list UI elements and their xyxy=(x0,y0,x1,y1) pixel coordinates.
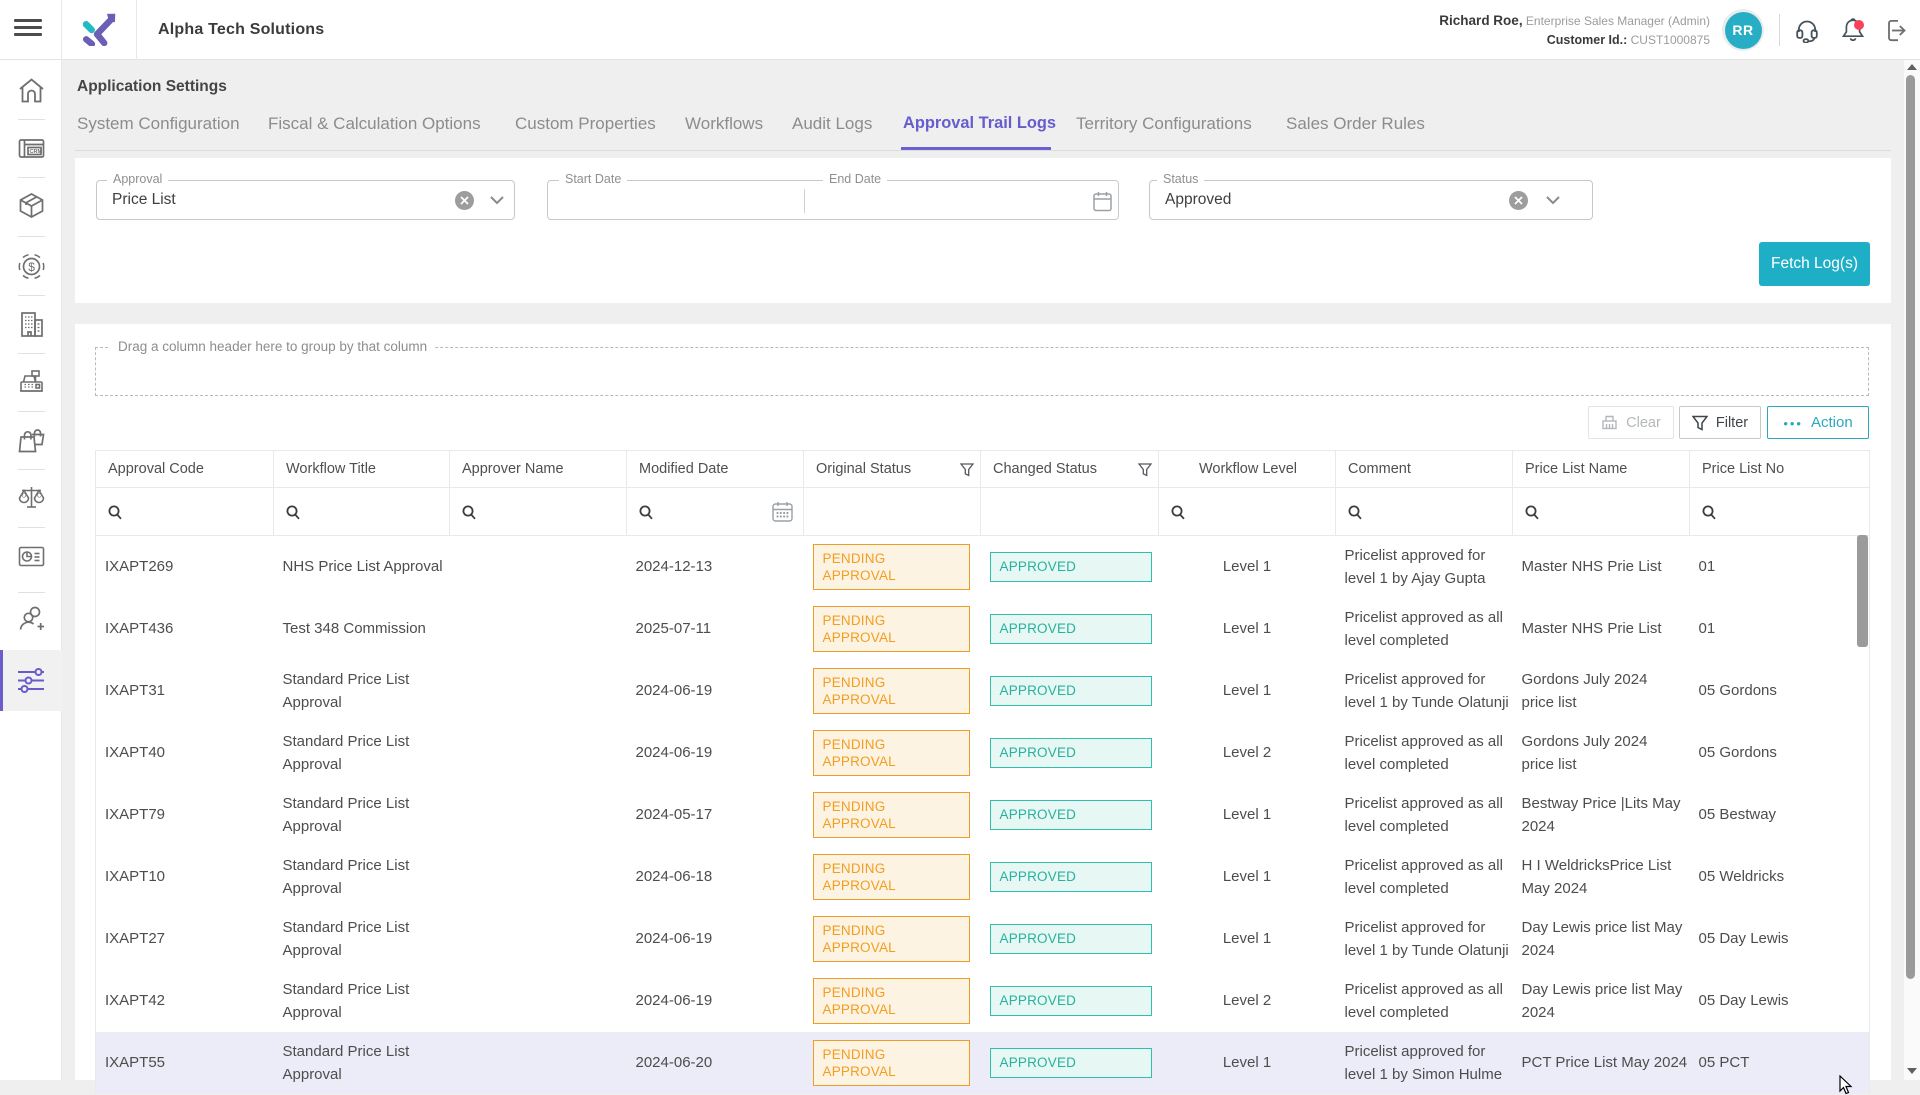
svg-text:$: $ xyxy=(28,260,35,274)
svg-text:D: D xyxy=(22,494,27,500)
svg-text:CRM: CRM xyxy=(30,149,43,155)
svg-text:C: C xyxy=(37,494,42,500)
